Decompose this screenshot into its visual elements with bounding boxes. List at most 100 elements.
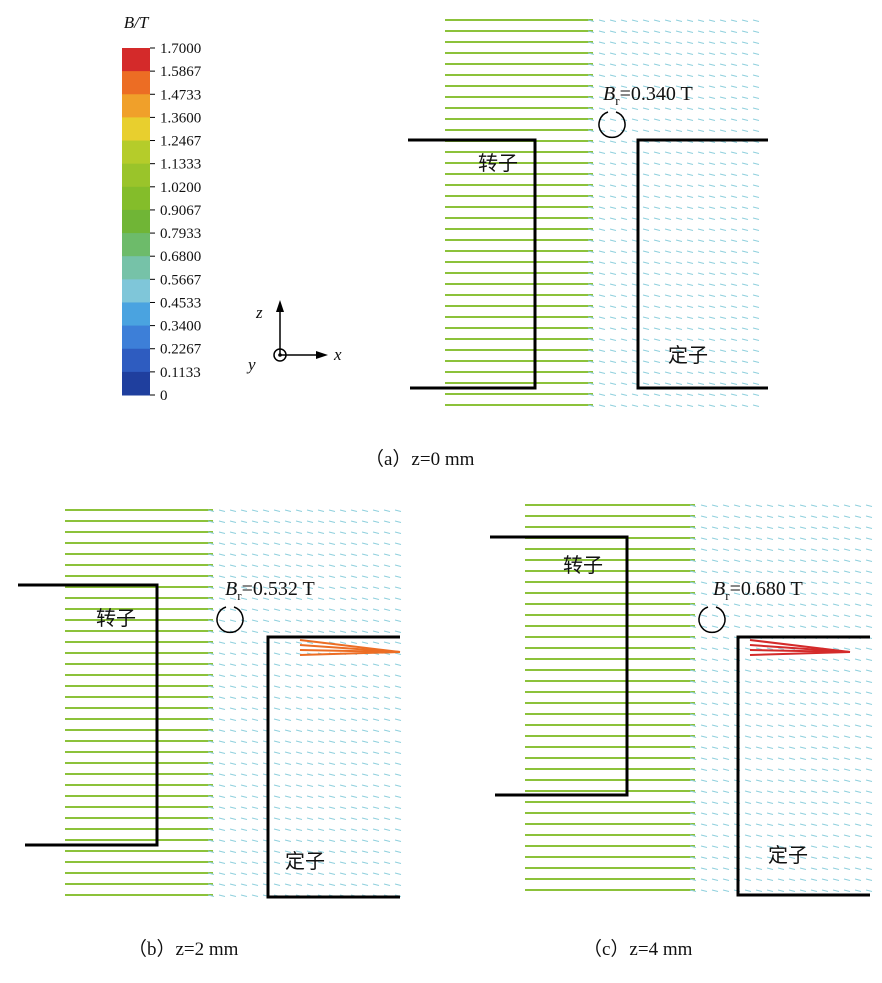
field-arrow	[587, 283, 595, 286]
field-arrow	[620, 74, 628, 77]
field-arrow	[339, 641, 347, 644]
field-arrow	[832, 548, 840, 551]
field-arrow	[218, 553, 226, 556]
field-arrow	[711, 768, 719, 771]
field-arrow	[700, 746, 708, 749]
field-arrow	[328, 674, 336, 677]
field-arrow	[722, 702, 730, 705]
field-arrow	[664, 239, 672, 242]
field-arrow	[587, 393, 595, 396]
field-arrow	[730, 107, 738, 110]
field-arrow	[642, 173, 650, 176]
field-arrow	[229, 784, 237, 787]
field-arrow	[810, 658, 818, 661]
field-arrow	[810, 724, 818, 727]
field-arrow	[730, 206, 738, 209]
field-arrow	[620, 305, 628, 308]
field-arrow	[766, 515, 774, 518]
stator-wall	[266, 635, 400, 899]
field-arrow	[598, 294, 606, 297]
field-arrow	[700, 526, 708, 529]
field-arrow	[832, 834, 840, 837]
field-arrow	[697, 261, 705, 264]
field-arrow	[865, 559, 873, 562]
field-arrow	[744, 834, 752, 837]
field-arrow	[744, 724, 752, 727]
field-arrow	[730, 393, 738, 396]
field-arrow	[262, 509, 270, 512]
field-arrow	[777, 878, 785, 881]
field-arrow	[686, 173, 694, 176]
field-arrow	[328, 575, 336, 578]
field-arrow	[664, 74, 672, 77]
field-arrow	[741, 272, 749, 275]
field-arrow	[620, 261, 628, 264]
field-arrow	[394, 773, 402, 776]
field-arrow	[788, 504, 796, 507]
field-arrow	[832, 878, 840, 881]
field-arrow	[689, 713, 697, 716]
field-arrow	[700, 691, 708, 694]
field-arrow	[609, 371, 617, 374]
br-subscript: r	[725, 588, 730, 603]
colorbar: 1.70001.58671.47331.36001.24671.13331.02…	[122, 41, 202, 404]
field-arrow	[350, 509, 358, 512]
field-arrow	[598, 19, 606, 22]
field-arrow	[598, 305, 606, 308]
field-arrow	[711, 548, 719, 551]
field-arrow	[372, 509, 380, 512]
field-arrow	[752, 30, 760, 33]
field-arrow	[317, 696, 325, 699]
field-arrow	[218, 564, 226, 567]
field-arrow	[700, 669, 708, 672]
field-arrow	[609, 239, 617, 242]
field-arrow	[865, 658, 873, 661]
field-arrow	[766, 768, 774, 771]
field-arrow	[788, 592, 796, 595]
field-arrow	[306, 861, 314, 864]
field-arrow	[843, 625, 851, 628]
field-arrow	[653, 217, 661, 220]
field-arrow	[697, 173, 705, 176]
field-arrow	[700, 768, 708, 771]
axis-z: z	[255, 303, 263, 322]
field-arrow	[799, 537, 807, 540]
field-arrow	[744, 625, 752, 628]
field-arrow	[708, 305, 716, 308]
field-arrow	[711, 790, 719, 793]
field-arrow	[744, 757, 752, 760]
field-arrow	[273, 674, 281, 677]
field-arrow	[642, 239, 650, 242]
field-arrow	[372, 850, 380, 853]
field-arrow	[372, 586, 380, 589]
field-arrow	[832, 702, 840, 705]
colorbar-label: 1.2467	[160, 134, 202, 150]
field-arrow	[328, 597, 336, 600]
field-arrow	[609, 349, 617, 352]
field-arrow	[317, 762, 325, 765]
field-arrow	[295, 509, 303, 512]
rotation-mark	[216, 606, 244, 634]
field-arrow	[766, 647, 774, 650]
field-arrow	[777, 625, 785, 628]
field-arrow	[262, 564, 270, 567]
colorbar-label: 1.7000	[160, 41, 201, 57]
field-arrow	[394, 564, 402, 567]
field-arrow	[788, 614, 796, 617]
field-arrow	[207, 740, 215, 743]
field-arrow	[609, 85, 617, 88]
field-arrow	[741, 74, 749, 77]
field-arrow	[686, 393, 694, 396]
field-arrow	[755, 570, 763, 573]
field-arrow	[741, 118, 749, 121]
field-arrow	[744, 812, 752, 815]
field-arrow	[708, 151, 716, 154]
field-arrow	[229, 553, 237, 556]
field-arrow	[821, 515, 829, 518]
field-arrow	[328, 564, 336, 567]
field-arrow	[620, 19, 628, 22]
field-arrow	[350, 707, 358, 710]
field-arrow	[777, 669, 785, 672]
field-arrow	[328, 861, 336, 864]
field-arrow	[689, 812, 697, 815]
